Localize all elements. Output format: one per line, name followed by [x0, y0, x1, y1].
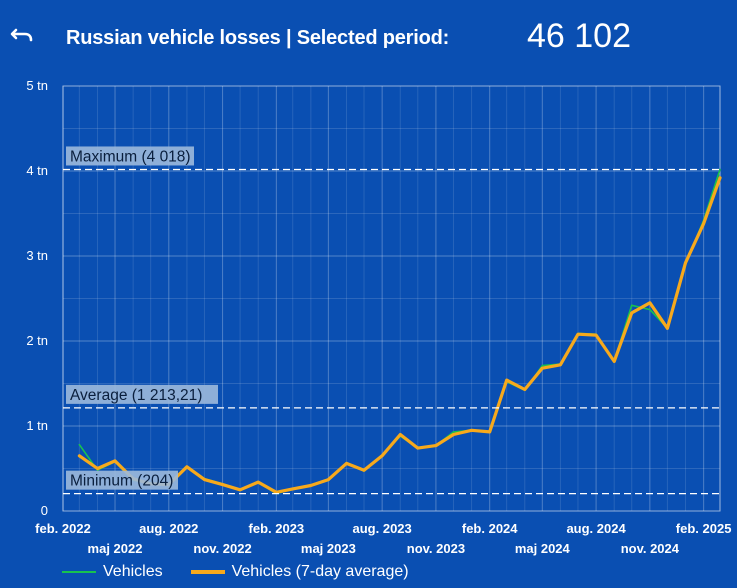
x-tick-label: feb. 2022 — [35, 521, 91, 536]
reference-label-box — [66, 146, 194, 166]
page-title: Russian vehicle losses | Selected period… — [66, 27, 450, 49]
x-tick-label: nov. 2023 — [407, 541, 465, 556]
plot-frame — [62, 85, 721, 512]
y-tick-label: 0 — [41, 503, 48, 518]
back-button[interactable] — [8, 22, 38, 50]
x-tick-label: nov. 2022 — [193, 541, 251, 556]
reference-label-box — [66, 384, 218, 404]
legend-item-vehicles[interactable]: Vehicles — [62, 563, 163, 581]
y-tick-label: 1 tn — [26, 418, 48, 433]
reference-label-text: Minimum (204) — [70, 473, 173, 490]
line-chart: 0 1 tn 2 tn 3 tn 4 tn 5 tn feb. 2022 aug. 2022 f… — [26, 78, 732, 556]
reference-label-text: Maximum (4 018) — [70, 148, 191, 165]
x-tick-label: maj 2022 — [88, 541, 143, 556]
header: Russian vehicle losses | Selected period… — [0, 0, 737, 70]
y-tick-label: 3 tn — [26, 248, 48, 263]
legend-item-vehicles-avg[interactable]: Vehicles (7-day average) — [190, 563, 409, 581]
selected-period-total: 46 102 — [527, 17, 631, 55]
reference-label-average: Average (1 213,21) — [66, 384, 218, 404]
legend-swatch-vehicles-avg — [190, 570, 225, 574]
x-tick-label: aug. 2023 — [353, 521, 412, 536]
x-tick-label: feb. 2024 — [462, 521, 518, 536]
series-line-vehicles-avg — [77, 176, 722, 494]
x-tick-label: feb. 2025 — [676, 521, 732, 536]
x-tick-label: aug. 2024 — [566, 521, 626, 536]
undo-arrow-icon — [10, 28, 33, 42]
legend: Vehicles Vehicles (7-day average) — [62, 563, 437, 581]
reference-label-minimum: Minimum (204) — [66, 470, 178, 490]
reference-label-maximum: Maximum (4 018) — [66, 146, 194, 166]
x-tick-label: feb. 2023 — [249, 521, 305, 536]
x-tick-label: maj 2023 — [301, 541, 356, 556]
y-tick-label: 2 tn — [26, 333, 48, 348]
y-tick-label: 4 tn — [26, 163, 48, 178]
legend-swatch-vehicles — [62, 571, 96, 573]
reference-label-box — [66, 470, 178, 490]
x-tick-label: aug. 2022 — [139, 521, 198, 536]
legend-label-vehicles: Vehicles — [103, 563, 163, 580]
reference-label-text: Average (1 213,21) — [70, 387, 202, 404]
y-tick-label: 5 tn — [26, 78, 48, 93]
legend-label-vehicles-avg: Vehicles (7-day average) — [231, 563, 409, 580]
x-tick-label: nov. 2024 — [621, 541, 680, 556]
x-tick-label: maj 2024 — [515, 541, 571, 556]
